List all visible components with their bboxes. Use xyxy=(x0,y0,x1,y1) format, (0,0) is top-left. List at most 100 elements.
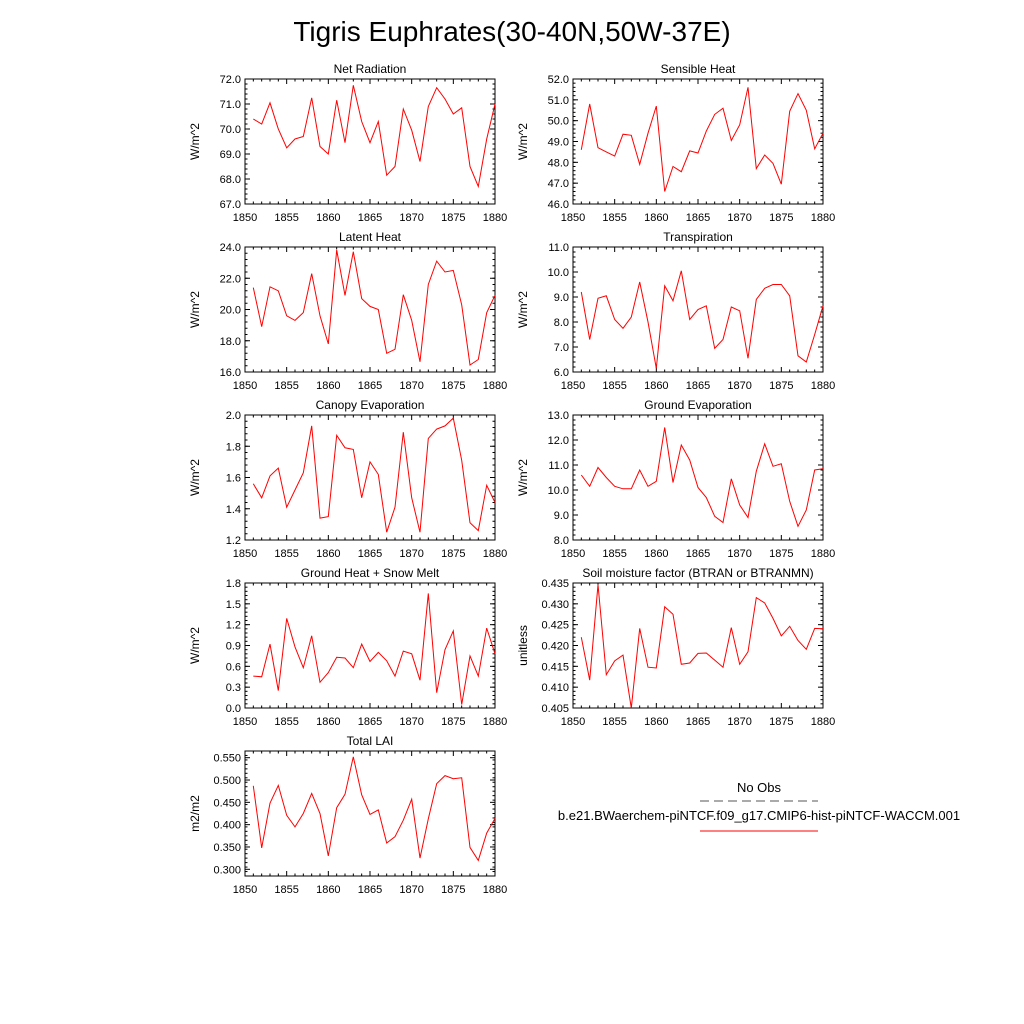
series-line-total-lai xyxy=(252,756,496,862)
plot-frame xyxy=(244,414,496,541)
y-axis-label: W/m^2 xyxy=(516,291,530,328)
y-tick-label: 11.0 xyxy=(548,242,569,254)
series-line-ground-heat-snow-melt xyxy=(253,593,496,705)
x-tick-label: 1865 xyxy=(686,212,710,224)
x-tick-label: 1860 xyxy=(644,380,668,392)
series-line-ground-evaporation xyxy=(580,427,824,528)
y-tick-label: 67.0 xyxy=(220,199,241,211)
y-axis-label: W/m^2 xyxy=(188,291,202,328)
x-tick-label: 1875 xyxy=(441,716,465,728)
x-tick-label: 1880 xyxy=(811,548,835,560)
y-axis-label: W/m^2 xyxy=(188,459,202,496)
panel-sensible-heat: Sensible Heat W/m^2 1850 1855 1860 1865 1870 18… xyxy=(516,62,835,224)
panel-title: Transpiration xyxy=(663,230,733,244)
x-tick-label: 1865 xyxy=(358,380,382,392)
x-tick-label: 1855 xyxy=(274,380,298,392)
y-tick-label: 1.5 xyxy=(226,599,241,611)
y-tick-label: 1.8 xyxy=(226,441,241,453)
y-tick-label: 0.6 xyxy=(226,661,241,673)
y-tick-label: 47.0 xyxy=(548,178,569,190)
legend-obs-label: No Obs xyxy=(737,780,782,795)
legend: No Obs b.e21.BWaerchem-piNTCF.f09_g17.CM… xyxy=(558,780,960,832)
x-tick-label: 1855 xyxy=(602,380,626,392)
y-axis-label: W/m^2 xyxy=(516,459,530,496)
x-tick-label: 1850 xyxy=(233,380,257,392)
plot-frame xyxy=(244,582,496,709)
x-tick-label: 1880 xyxy=(483,548,507,560)
x-tick-label: 1855 xyxy=(602,212,626,224)
y-tick-label: 13.0 xyxy=(548,410,569,422)
x-tick-label: 1870 xyxy=(399,380,423,392)
series-line-soil-moisture-factor-btran-or-btranmn xyxy=(580,584,824,709)
x-tick-label: 1860 xyxy=(316,548,340,560)
x-tick-label: 1855 xyxy=(274,884,298,896)
y-tick-label: 18.0 xyxy=(220,336,241,348)
panel-title: Net Radiation xyxy=(334,62,407,76)
y-tick-label: 16.0 xyxy=(220,367,241,379)
x-tick-label: 1875 xyxy=(441,380,465,392)
x-tick-label: 1870 xyxy=(399,548,423,560)
x-tick-label: 1875 xyxy=(441,884,465,896)
y-tick-label: 68.0 xyxy=(220,174,241,186)
panel-title: Canopy Evaporation xyxy=(316,398,425,412)
y-tick-label: 22.0 xyxy=(220,273,241,285)
y-tick-label: 46.0 xyxy=(548,199,569,211)
y-tick-label: 20.0 xyxy=(220,305,241,317)
y-tick-label: 11.0 xyxy=(548,460,569,472)
x-tick-label: 1850 xyxy=(233,548,257,560)
y-tick-label: 0.430 xyxy=(541,599,569,611)
x-tick-label: 1875 xyxy=(769,380,793,392)
y-tick-label: 71.0 xyxy=(220,99,241,111)
y-tick-label: 1.2 xyxy=(226,620,241,632)
x-tick-label: 1855 xyxy=(602,716,626,728)
y-tick-label: 10.0 xyxy=(548,267,569,279)
x-tick-label: 1875 xyxy=(769,548,793,560)
x-tick-label: 1880 xyxy=(483,716,507,728)
panel-soil-moisture-factor-btran-or-btranmn: Soil moisture factor (BTRAN or BTRANMN) u… xyxy=(516,566,835,728)
y-tick-label: 0.410 xyxy=(541,682,569,694)
x-tick-label: 1855 xyxy=(274,548,298,560)
x-tick-label: 1850 xyxy=(233,212,257,224)
x-tick-label: 1865 xyxy=(358,716,382,728)
x-tick-label: 1870 xyxy=(727,716,751,728)
y-tick-label: 1.8 xyxy=(226,578,241,590)
x-tick-label: 1860 xyxy=(644,716,668,728)
x-tick-label: 1870 xyxy=(727,380,751,392)
x-tick-label: 1860 xyxy=(316,716,340,728)
x-tick-label: 1850 xyxy=(561,380,585,392)
series-line-transpiration xyxy=(580,270,824,369)
y-axis-label: m2/m2 xyxy=(188,795,202,832)
x-tick-label: 1875 xyxy=(441,548,465,560)
y-tick-label: 9.0 xyxy=(554,510,569,522)
y-tick-label: 1.2 xyxy=(226,535,241,547)
x-tick-label: 1860 xyxy=(644,548,668,560)
y-tick-label: 48.0 xyxy=(548,157,569,169)
x-tick-label: 1860 xyxy=(644,212,668,224)
y-tick-label: 49.0 xyxy=(548,137,569,149)
x-tick-label: 1870 xyxy=(727,212,751,224)
x-tick-label: 1860 xyxy=(316,380,340,392)
x-tick-label: 1870 xyxy=(399,716,423,728)
x-tick-label: 1850 xyxy=(561,548,585,560)
x-tick-label: 1865 xyxy=(358,884,382,896)
x-tick-label: 1875 xyxy=(769,716,793,728)
x-tick-label: 1865 xyxy=(686,380,710,392)
x-tick-label: 1850 xyxy=(233,884,257,896)
y-tick-label: 0.350 xyxy=(213,842,241,854)
plot-frame xyxy=(572,78,824,205)
panel-ground-heat-snow-melt: Ground Heat + Snow Melt W/m^2 1850 1855 1860… xyxy=(188,566,507,728)
x-tick-label: 1870 xyxy=(399,884,423,896)
panel-ground-evaporation: Ground Evaporation W/m^2 1850 1855 1860 1865 1… xyxy=(516,398,835,560)
x-tick-label: 1875 xyxy=(769,212,793,224)
x-tick-label: 1860 xyxy=(316,212,340,224)
x-tick-label: 1865 xyxy=(686,548,710,560)
x-tick-label: 1880 xyxy=(483,212,507,224)
y-tick-label: 0.550 xyxy=(213,753,241,765)
panel-transpiration: Transpiration W/m^2 1850 1855 1860 1865 1870 18… xyxy=(516,230,835,392)
y-tick-label: 10.0 xyxy=(548,485,569,497)
x-tick-label: 1860 xyxy=(316,884,340,896)
y-tick-label: 50.0 xyxy=(548,116,569,128)
panel-title: Total LAI xyxy=(347,734,394,748)
y-axis-label: W/m^2 xyxy=(188,627,202,664)
plot-frame xyxy=(244,246,496,373)
